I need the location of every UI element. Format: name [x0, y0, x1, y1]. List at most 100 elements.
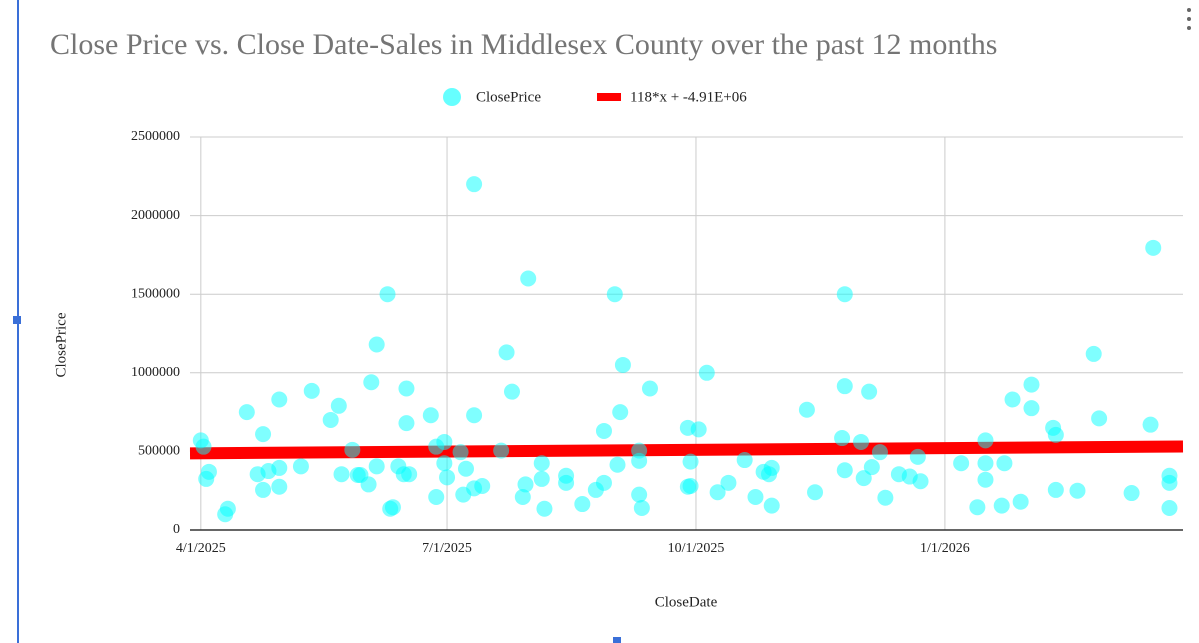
data-point — [763, 497, 780, 514]
data-point — [871, 444, 888, 461]
data-point — [1123, 485, 1140, 502]
data-point — [514, 488, 531, 505]
data-point — [877, 489, 894, 506]
data-point — [612, 404, 629, 421]
data-point — [238, 404, 255, 421]
data-point — [292, 458, 309, 475]
data-point — [633, 499, 650, 516]
data-point — [698, 364, 715, 381]
data-point — [303, 382, 320, 399]
legend-label: 118*x + -4.91E+06 — [630, 89, 747, 105]
data-point — [271, 459, 288, 476]
data-point — [533, 455, 550, 472]
data-point — [1004, 391, 1021, 408]
data-point — [763, 459, 780, 476]
data-point — [330, 397, 347, 414]
legend-label: ClosePrice — [476, 89, 541, 105]
data-point — [398, 415, 415, 432]
data-point — [466, 407, 483, 424]
data-point — [333, 466, 350, 483]
x-tick-label: 7/1/2025 — [422, 541, 472, 556]
data-point — [398, 380, 415, 397]
data-point — [1069, 482, 1086, 499]
y-axis-label: ClosePrice — [53, 312, 69, 377]
data-point — [1023, 400, 1040, 417]
data-point — [1161, 499, 1178, 516]
data-point — [271, 478, 288, 495]
data-point — [368, 336, 385, 353]
data-point — [836, 286, 853, 303]
data-point — [609, 456, 626, 473]
data-point — [709, 484, 726, 501]
data-point — [219, 500, 236, 517]
data-point — [720, 474, 737, 491]
data-point — [384, 499, 401, 516]
data-point — [977, 432, 994, 449]
data-point — [428, 488, 445, 505]
trendline — [189, 440, 1184, 460]
data-point — [363, 374, 380, 391]
data-point — [498, 344, 515, 361]
data-point — [977, 455, 994, 472]
y-tick-label: 1000000 — [131, 365, 180, 380]
data-point — [993, 497, 1010, 514]
data-point — [614, 356, 631, 373]
data-point — [255, 481, 272, 498]
data-point — [520, 270, 537, 287]
data-point — [736, 452, 753, 469]
data-point — [439, 469, 456, 486]
data-point — [595, 474, 612, 491]
data-point — [1023, 376, 1040, 393]
data-point — [452, 444, 469, 461]
data-point — [255, 426, 272, 443]
y-tick-label: 500000 — [138, 444, 180, 459]
data-point — [1145, 239, 1162, 256]
data-point — [853, 433, 870, 450]
data-point — [834, 430, 851, 447]
chart-title: Close Price vs. Close Date-Sales in Midd… — [50, 28, 997, 61]
data-point — [836, 462, 853, 479]
data-point — [747, 488, 764, 505]
menu-icon[interactable] — [1187, 8, 1191, 30]
data-point — [863, 459, 880, 476]
data-point — [493, 442, 510, 459]
data-point — [682, 477, 699, 494]
data-point — [474, 477, 491, 494]
data-point — [1161, 474, 1178, 491]
data-point — [909, 448, 926, 465]
x-axis-label: CloseDate — [655, 594, 718, 610]
data-point — [517, 476, 534, 493]
data-point — [836, 378, 853, 395]
data-point — [1091, 410, 1108, 427]
data-point — [855, 470, 872, 487]
resize-handle[interactable] — [613, 637, 621, 643]
data-point — [1085, 345, 1102, 362]
data-point — [466, 176, 483, 193]
data-point — [953, 455, 970, 472]
data-point — [422, 407, 439, 424]
data-point — [344, 441, 361, 458]
y-tick-label: 0 — [173, 522, 180, 537]
data-point — [368, 458, 385, 475]
data-point — [379, 286, 396, 303]
data-point — [631, 486, 648, 503]
data-point — [690, 421, 707, 438]
data-point — [1012, 493, 1029, 510]
data-point — [861, 383, 878, 400]
data-point — [606, 286, 623, 303]
data-point — [969, 499, 986, 516]
legend-swatch — [443, 88, 461, 106]
data-point — [1142, 416, 1159, 433]
x-tick-label: 4/1/2025 — [176, 541, 226, 556]
data-point — [436, 433, 453, 450]
y-tick-label: 1500000 — [131, 286, 180, 301]
data-point — [195, 438, 212, 455]
data-point — [436, 455, 453, 472]
data-point — [1047, 426, 1064, 443]
data-point — [1047, 481, 1064, 498]
resize-handle[interactable] — [13, 316, 21, 324]
y-tick-label: 2000000 — [131, 208, 180, 223]
data-point — [271, 391, 288, 408]
data-point — [574, 496, 591, 513]
